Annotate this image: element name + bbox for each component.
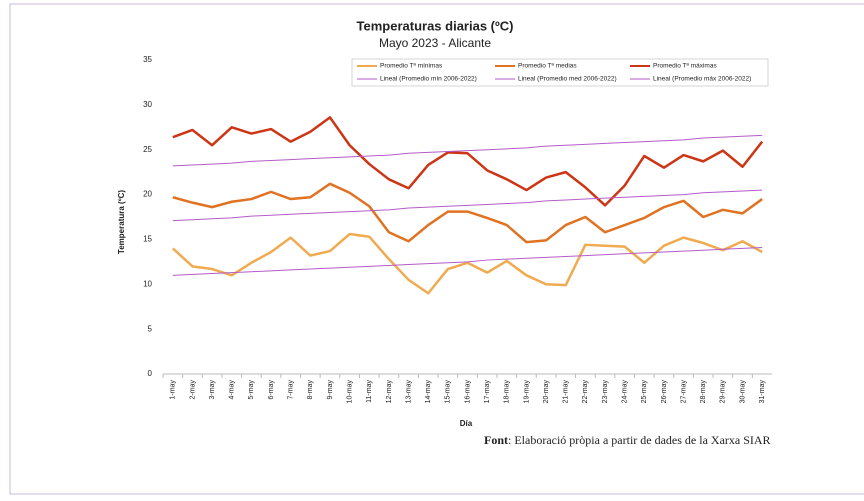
legend-box [351,58,769,87]
source-text: : Elaboració pròpia a partir de dades de… [508,433,771,447]
series-line [172,134,763,167]
x-tick-label: 15-may [445,380,452,404]
x-tick-label: 30-may [739,380,746,404]
x-tick-label: 8-may [307,380,314,400]
x-axis-label: Día [460,419,473,428]
x-tick-label: 16-may [464,380,471,404]
x-tick-label: 9-may [327,380,334,400]
y-tick-label: 35 [143,55,152,64]
series-line [172,189,763,222]
series-line [172,182,763,244]
y-axis-label: Temperatura (ºC) [117,190,126,254]
y-tick-label: 20 [143,190,152,199]
legend-label: Lineal (Promedio mín 2006-2022) [380,76,477,83]
x-tick-label: 19-may [523,380,530,404]
x-tick-label: 4-may [229,380,236,400]
x-tick-label: 12-may [386,380,393,404]
x-tick-label: 7-may [288,380,295,400]
x-tick-label: 23-may [602,380,609,404]
series-line [172,116,764,207]
y-tick-label: 30 [143,100,152,109]
legend-label: Promedio Tª mínimas [380,63,443,70]
legend-label: Lineal (Promedio máx 2006-2022) [653,76,751,83]
x-tick-label: 10-may [346,380,353,404]
legend-label: Lineal (Promedio med 2006-2022) [518,76,617,83]
chart-subtitle: Mayo 2023 - Alicante [379,36,491,50]
y-tick-label: 25 [143,145,152,154]
x-tick-label: 27-may [680,380,687,404]
x-tick-label: 14-may [425,380,432,404]
x-tick-label: 26-may [661,380,668,404]
x-tick-label: 17-may [484,380,491,404]
x-tick-label: 28-may [700,380,707,404]
x-tick-label: 11-may [366,380,373,403]
x-tick-label: 2-may [189,380,196,400]
series-line [171,232,763,295]
frame [9,3,864,495]
x-tick-label: 20-may [543,380,550,404]
source-note: Font: Elaboració pròpia a partir de dade… [484,433,771,447]
y-tick-label: 5 [148,324,153,333]
y-tick-label: 10 [143,279,152,288]
y-tick-label: 0 [148,369,153,378]
x-tick-label: 24-may [622,380,629,404]
x-tick-label: 21-may [563,380,570,404]
x-tick-label: 3-may [209,380,216,400]
y-tick-label: 15 [143,235,152,244]
chart-title: Temperaturas diarias (ºC) [357,18,514,33]
x-tick-label: 18-may [504,380,511,404]
x-tick-label: 1-may [170,380,177,400]
x-tick-label: 6-may [268,380,275,400]
legend-label: Promedio Tª máximas [653,63,717,70]
series-line [172,247,763,276]
x-tick-label: 13-may [405,380,412,404]
x-tick-label: 5-may [248,380,255,400]
x-tick-label: 29-may [720,380,727,404]
x-tick-label: 25-may [641,380,648,404]
x-tick-label: 31-may [759,380,766,404]
x-tick-label: 22-may [582,380,589,404]
source-label: Font [484,433,508,447]
legend-label: Promedio Tª medias [518,63,577,70]
